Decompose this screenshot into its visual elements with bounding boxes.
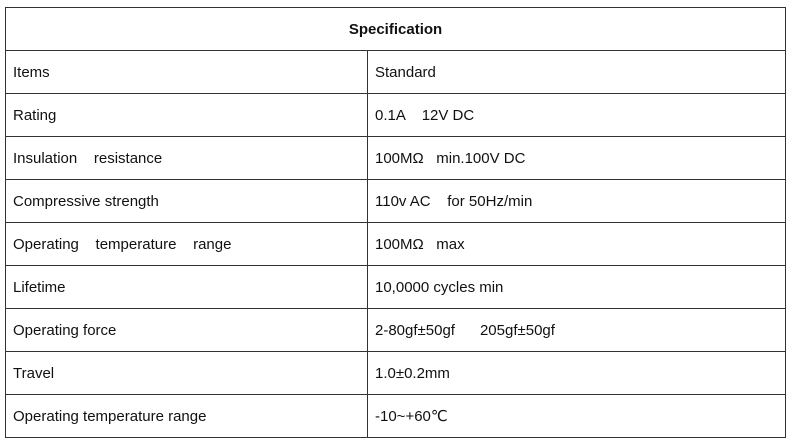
item-cell: Lifetime [5, 265, 368, 309]
spec-row: Rating 0.1A 12V DC [5, 93, 787, 137]
spec-row: Items Standard [5, 50, 787, 94]
item-cell: Rating [5, 93, 368, 137]
spec-row: Lifetime 10,0000 cycles min [5, 265, 787, 309]
value-cell: 1.0±0.2mm [366, 351, 787, 395]
spec-row: Compressive strength 110v AC for 50Hz/min [5, 179, 787, 223]
table-title: Specification [4, 7, 787, 51]
spec-row: Travel 1.0±0.2mm [5, 351, 787, 395]
value-cell: 100MΩ max [366, 222, 787, 266]
item-cell: Operating force [5, 308, 368, 352]
value-cell: Standard [366, 50, 787, 94]
item-cell: Travel [5, 351, 368, 395]
item-cell: Insulation resistance [5, 136, 368, 180]
spec-table: Specification Items Standard Rating 0.1A 12… [4, 7, 787, 438]
value-cell: 100MΩ min.100V DC [366, 136, 787, 180]
value-cell: 0.1A 12V DC [366, 93, 787, 137]
value-cell: -10~+60℃ [366, 394, 787, 438]
item-cell: Compressive strength [5, 179, 368, 223]
item-cell: Operating temperature range [5, 222, 368, 266]
value-cell: 2-80gf±50gf 205gf±50gf [366, 308, 787, 352]
item-cell: Operating temperature range [5, 394, 368, 438]
value-cell: 110v AC for 50Hz/min [366, 179, 787, 223]
spec-row: Operating force 2-80gf±50gf 205gf±50gf [5, 308, 787, 352]
title-row: Specification [4, 7, 787, 51]
item-cell: Items [5, 50, 368, 94]
spec-row: Operating temperature range 100MΩ max [5, 222, 787, 266]
value-cell: 10,0000 cycles min [366, 265, 787, 309]
spec-row: Operating temperature range -10~+60℃ [5, 394, 787, 438]
spec-row: Insulation resistance 100MΩ min.100V DC [5, 136, 787, 180]
